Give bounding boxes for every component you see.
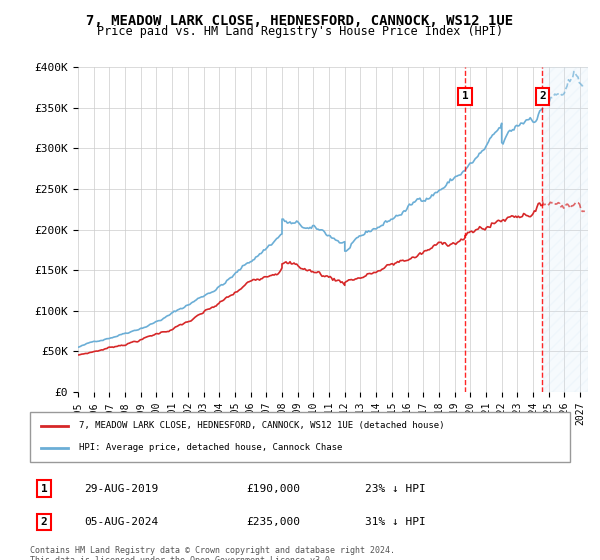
Text: 1: 1 [461, 91, 469, 101]
Text: 31% ↓ HPI: 31% ↓ HPI [365, 517, 425, 527]
Text: £190,000: £190,000 [246, 484, 300, 494]
Text: Price paid vs. HM Land Registry's House Price Index (HPI): Price paid vs. HM Land Registry's House … [97, 25, 503, 38]
Text: 2: 2 [539, 91, 546, 101]
Text: £235,000: £235,000 [246, 517, 300, 527]
Text: 05-AUG-2024: 05-AUG-2024 [84, 517, 158, 527]
Text: 23% ↓ HPI: 23% ↓ HPI [365, 484, 425, 494]
Bar [542, 67, 588, 392]
Text: Contains HM Land Registry data © Crown copyright and database right 2024.
This d: Contains HM Land Registry data © Crown c… [30, 546, 395, 560]
FancyBboxPatch shape [30, 412, 570, 462]
Text: 2: 2 [41, 517, 47, 527]
Text: 7, MEADOW LARK CLOSE, HEDNESFORD, CANNOCK, WS12 1UE: 7, MEADOW LARK CLOSE, HEDNESFORD, CANNOC… [86, 14, 514, 28]
Text: 7, MEADOW LARK CLOSE, HEDNESFORD, CANNOCK, WS12 1UE (detached house): 7, MEADOW LARK CLOSE, HEDNESFORD, CANNOC… [79, 421, 444, 430]
Text: 29-AUG-2019: 29-AUG-2019 [84, 484, 158, 494]
Text: 1: 1 [41, 484, 47, 494]
Text: HPI: Average price, detached house, Cannock Chase: HPI: Average price, detached house, Cann… [79, 444, 342, 452]
